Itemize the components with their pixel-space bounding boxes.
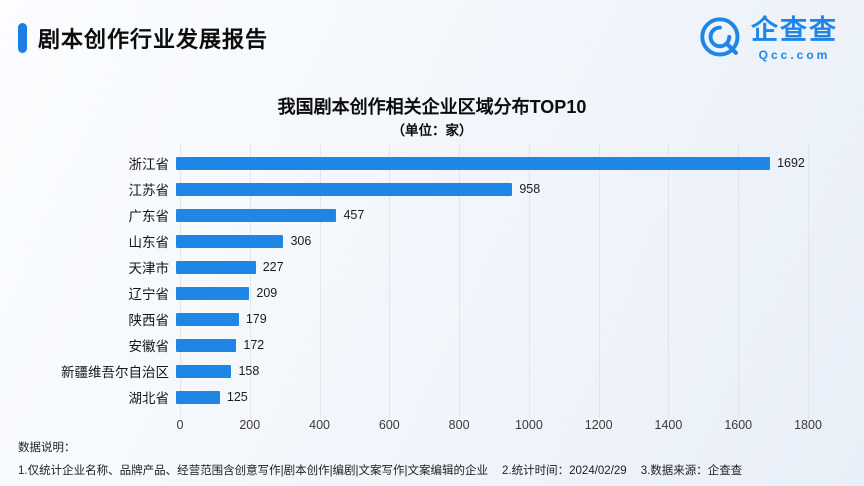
bar-track: 179	[176, 306, 808, 332]
x-tick-label: 1400	[654, 418, 683, 432]
y-axis-label: 广东省	[128, 209, 170, 224]
chart-row: 广东省 457	[38, 202, 808, 228]
chart-plot: 浙江省 1692 江苏省 958 广东省 457 山东省 306 天津市 227 辽宁省 209 陕西省…	[38, 144, 809, 418]
bar-track: 227	[176, 254, 808, 280]
data-notes-heading: 数据说明：	[18, 442, 76, 454]
report-header: 剧本创作行业发展报告	[18, 22, 268, 54]
gridline	[598, 144, 600, 418]
chart-rows: 浙江省 1692 江苏省 958 广东省 457 山东省 306 天津市 227 辽宁省 209 陕西省…	[38, 150, 808, 410]
bar-track: 958	[176, 176, 808, 202]
chart-row: 湖北省 125	[38, 384, 808, 410]
y-axis-label: 湖北省	[128, 391, 170, 406]
bar	[176, 312, 239, 326]
footer-note: 1.仅统计企业名称、品牌产品、经营范围含创意写作|剧本创作|编剧|文案写作|文案…	[18, 465, 489, 477]
gridline	[528, 144, 530, 418]
chart-row: 浙江省 1692	[38, 150, 808, 176]
chart-row: 安徽省 172	[38, 332, 808, 358]
bar	[176, 338, 237, 352]
y-axis-label: 山东省	[128, 235, 170, 250]
bar-track: 158	[176, 358, 808, 384]
y-axis-label: 天津市	[128, 261, 170, 276]
bar-value-label: 172	[243, 338, 265, 352]
bar	[176, 260, 256, 274]
y-axis-label: 江苏省	[128, 183, 170, 198]
bar-value-label: 209	[256, 286, 278, 300]
y-axis-label: 陕西省	[128, 313, 170, 328]
bar-track: 457	[176, 202, 808, 228]
bar-value-label: 457	[343, 208, 365, 222]
bar-track: 1692	[176, 150, 808, 176]
title-accent-bar	[18, 23, 27, 53]
x-tick-label: 1000	[514, 418, 543, 432]
x-tick-label: 200	[239, 418, 261, 432]
x-tick-label: 1600	[724, 418, 753, 432]
report-title: 剧本创作行业发展报告	[38, 27, 269, 52]
chart-row: 辽宁省 209	[38, 280, 808, 306]
chart-row: 新疆维吾尔自治区 158	[38, 358, 808, 384]
gridline	[389, 144, 391, 418]
chart-title: 我国剧本创作相关企业区域分布TOP10	[277, 97, 587, 117]
gridline	[738, 144, 740, 418]
bar-value-label: 125	[226, 390, 248, 404]
bar	[176, 182, 513, 196]
bar-value-label: 306	[290, 234, 312, 248]
y-axis-label: 辽宁省	[128, 287, 170, 302]
bar-value-label: 1692	[777, 156, 805, 170]
bar-track: 172	[176, 332, 808, 358]
chart-row: 山东省 306	[38, 228, 808, 254]
y-axis-label: 浙江省	[128, 157, 170, 172]
bar	[176, 364, 232, 378]
bar-value-label: 227	[262, 260, 284, 274]
y-axis-label: 安徽省	[128, 339, 170, 354]
bar-value-label: 958	[519, 182, 541, 196]
data-notes: 数据说明： 1.仅统计企业名称、品牌产品、经营范围含创意写作|剧本创作|编剧|文…	[18, 439, 854, 478]
gridline	[668, 144, 670, 418]
chart-row: 陕西省 179	[38, 306, 808, 332]
x-tick-label: 1800	[794, 418, 822, 432]
qcc-logo-icon	[700, 17, 740, 57]
x-tick-label: 600	[378, 418, 400, 432]
x-axis: 0 200 400 600 800 1000 1200 1400 1600 1800	[176, 418, 822, 438]
bar	[176, 234, 284, 248]
x-tick-label: 1200	[584, 418, 613, 432]
chart-row: 江苏省 958	[38, 176, 808, 202]
x-tick-label: 800	[448, 418, 470, 432]
gridline	[808, 144, 809, 418]
qcc-logo-text-wrap: 企查查 Qcc.com	[751, 15, 838, 62]
bar-value-label: 158	[238, 364, 260, 378]
bar	[176, 390, 220, 404]
qcc-logo-name: 企查查	[751, 15, 838, 45]
x-tick-label: 400	[309, 418, 330, 432]
bar-chart: 浙江省 1692 江苏省 958 广东省 457 山东省 306 天津市 227 辽宁省 209 陕西省…	[38, 144, 822, 438]
bar-value-label: 179	[245, 312, 267, 326]
footer-note: 3.数据来源：企查查	[640, 465, 743, 477]
bar-track: 209	[176, 280, 808, 306]
gridlines	[180, 144, 809, 418]
bar-track: 306	[176, 228, 808, 254]
footer-notes: 1.仅统计企业名称、品牌产品、经营范围含创意写作|剧本创作|编剧|文案写作|文案…	[18, 462, 854, 478]
gridline	[319, 144, 321, 418]
bar	[176, 156, 771, 170]
qcc-logo: 企查查 Qcc.com	[699, 15, 838, 62]
y-axis-label: 新疆维吾尔自治区	[61, 365, 169, 380]
gridline	[249, 144, 251, 418]
x-tick-label: 0	[176, 418, 184, 432]
footer-note: 2.统计时间：2024/02/29	[502, 465, 627, 477]
bar	[176, 208, 337, 222]
gridline	[459, 144, 461, 418]
chart-row: 天津市 227	[38, 254, 808, 280]
bar-track: 125	[176, 384, 808, 410]
qcc-logo-domain: Qcc.com	[758, 47, 831, 62]
chart-subtitle: （单位：家）	[391, 123, 473, 138]
gridline	[180, 144, 181, 418]
bar	[176, 286, 250, 300]
